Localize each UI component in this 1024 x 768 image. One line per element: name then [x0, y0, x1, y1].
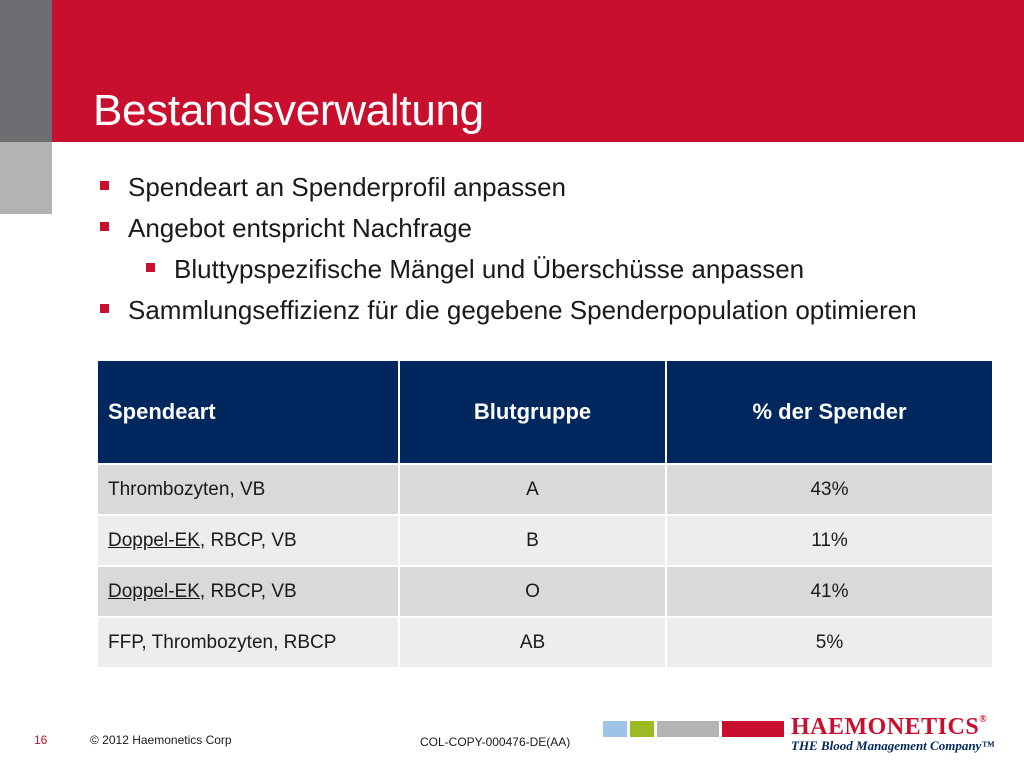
table-header-row: Spendeart Blutgruppe % der Spender — [96, 359, 994, 465]
table-row: Thrombozyten, VB A 43% — [96, 463, 994, 516]
spendeart-link[interactable]: Doppel-EK — [108, 529, 200, 551]
sub-bullet-item: Bluttypspezifische Mängel und Überschüss… — [142, 252, 1006, 293]
bullet-square-icon — [100, 222, 109, 231]
bullet-square-icon — [100, 304, 109, 313]
bullet-item: Spendeart an Spenderprofil anpassen — [96, 170, 1006, 211]
header-blutgruppe: Blutgruppe — [398, 359, 667, 465]
logo-tagline: THE Blood Management Company™ — [791, 738, 995, 753]
bullet-list: Spendeart an Spenderprofil anpassen Ange… — [96, 170, 1006, 334]
header-spendeart: Spendeart — [96, 359, 400, 465]
cell-spendeart: Doppel-EK, RBCP, VB — [96, 565, 400, 618]
color-strip-gray — [657, 721, 719, 737]
cell-text: Thrombozyten, VB — [108, 478, 266, 500]
header-prozent: % der Spender — [665, 359, 994, 465]
document-code: COL-COPY-000476-DE(AA) — [420, 735, 571, 749]
page-number: 16 — [34, 733, 48, 747]
cell-spendeart: Doppel-EK, RBCP, VB — [96, 514, 400, 567]
slide-title: Bestandsverwaltung — [93, 86, 484, 135]
cell-blutgruppe: O — [398, 565, 667, 618]
header-band — [52, 0, 1024, 142]
bullet-square-icon — [146, 263, 155, 272]
table-row: Doppel-EK, RBCP, VB O 41% — [96, 565, 994, 618]
side-accent-dark — [0, 0, 52, 142]
cell-blutgruppe: B — [398, 514, 667, 567]
bullet-text: Angebot entspricht Nachfrage — [128, 213, 472, 243]
color-strip-red — [722, 721, 784, 737]
haemonetics-logo: HAEMONETICS® THE Blood Management Compan… — [791, 714, 1001, 754]
color-strip-blue — [603, 721, 627, 737]
bullet-item: Sammlungseffizienz für die gegebene Spen… — [96, 293, 1006, 334]
cell-text: , RBCP, VB — [199, 580, 297, 602]
cell-prozent: 11% — [665, 514, 994, 567]
cell-spendeart: FFP, Thrombozyten, RBCP — [96, 616, 400, 669]
cell-prozent: 41% — [665, 565, 994, 618]
cell-blutgruppe: AB — [398, 616, 667, 669]
donor-table: Spendeart Blutgruppe % der Spender Throm… — [96, 359, 994, 669]
table-row: FFP, Thrombozyten, RBCP AB 5% — [96, 616, 994, 669]
cell-prozent: 5% — [665, 616, 994, 669]
cell-prozent: 43% — [665, 463, 994, 516]
bullet-text: Bluttypspezifische Mängel und Überschüss… — [174, 254, 805, 284]
logo-name: HAEMONETICS — [791, 714, 980, 740]
cell-blutgruppe: A — [398, 463, 667, 516]
color-strip-green — [630, 721, 654, 737]
logo-registered-mark: ® — [979, 714, 988, 725]
bullet-text: Spendeart an Spenderprofil anpassen — [128, 172, 566, 202]
cell-spendeart: Thrombozyten, VB — [96, 463, 400, 516]
bullet-square-icon — [100, 181, 109, 190]
bullet-text: Sammlungseffizienz für die gegebene Spen… — [128, 295, 917, 325]
logo-wordmark: HAEMONETICS® — [791, 714, 1001, 741]
cell-text: FFP, Thrombozyten, RBCP — [108, 631, 337, 653]
copyright-text: © 2012 Haemonetics Corp — [90, 733, 232, 747]
bullet-item: Angebot entspricht Nachfrage — [96, 211, 1006, 252]
spendeart-link[interactable]: Doppel-EK — [108, 580, 200, 602]
cell-text: , RBCP, VB — [199, 529, 297, 551]
table-row: Doppel-EK, RBCP, VB B 11% — [96, 514, 994, 567]
side-accent-light — [0, 142, 52, 214]
